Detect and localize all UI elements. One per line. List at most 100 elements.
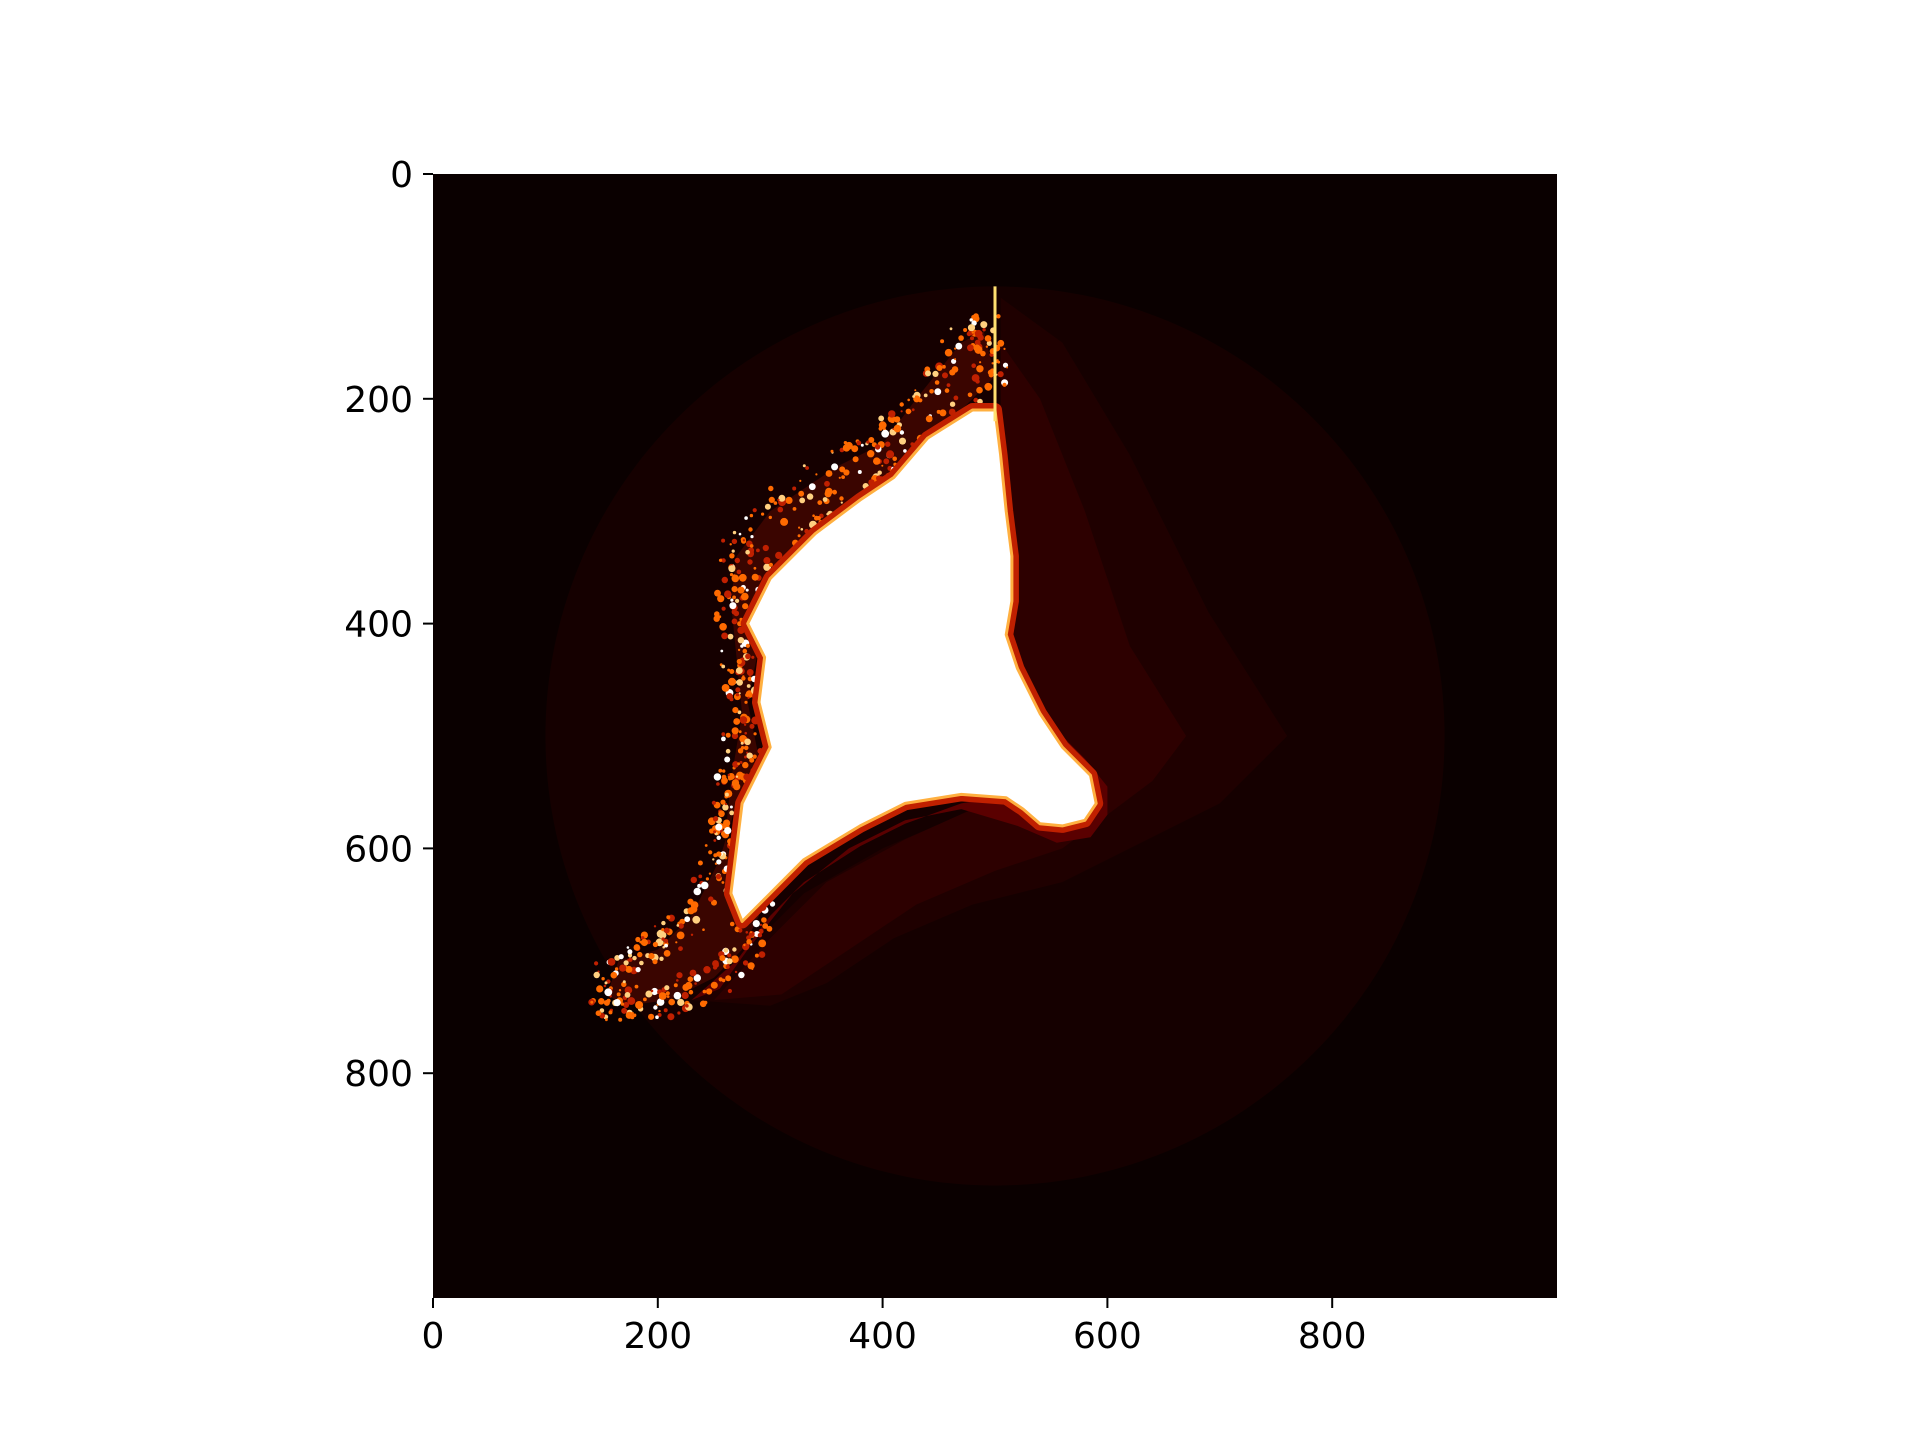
- heatmap-speckle: [744, 738, 751, 746]
- heatmap-speckle: [736, 771, 744, 780]
- heatmap-speckle: [944, 348, 953, 357]
- heatmap-speckle: [737, 710, 742, 715]
- heatmap-speckle: [731, 732, 739, 740]
- heatmap-speckle: [841, 475, 845, 479]
- heatmap-speckle: [622, 980, 626, 984]
- heatmap-speckle: [816, 516, 821, 521]
- heatmap-speckle: [714, 589, 721, 597]
- heatmap-speckle: [725, 732, 731, 738]
- heatmap-speckle: [653, 925, 657, 928]
- heatmap-speckle: [620, 1002, 625, 1006]
- heatmap-speckle: [673, 983, 678, 988]
- heatmap-speckle: [692, 915, 701, 924]
- heatmap-speckle: [635, 967, 641, 973]
- heatmap-speckle: [651, 987, 659, 996]
- heatmap-speckle: [661, 928, 665, 932]
- heatmap-speckle: [732, 530, 737, 535]
- heatmap-speckle: [777, 498, 780, 502]
- heatmap-speckle: [702, 928, 705, 931]
- heatmap-speckle: [792, 486, 797, 491]
- heatmap-speckle: [616, 992, 621, 997]
- heatmap-speckle: [623, 960, 629, 966]
- heatmap-speckle: [687, 976, 694, 982]
- heatmap-speckle: [737, 586, 745, 594]
- heatmap-speckle: [857, 470, 862, 474]
- heatmap-speckle: [946, 383, 951, 387]
- heatmap-speckle: [666, 915, 671, 920]
- heatmap-speckle: [1006, 366, 1009, 369]
- heatmap-speckle: [625, 1011, 633, 1019]
- heatmap-speckle: [727, 773, 730, 777]
- heatmap-speckle: [769, 901, 776, 907]
- heatmap-speckle: [603, 984, 607, 988]
- heatmap-speckle: [750, 535, 754, 539]
- heatmap-speckle: [878, 426, 883, 431]
- heatmap-speckle: [799, 497, 806, 504]
- heatmap-speckle: [716, 851, 722, 857]
- heatmap-speckle: [719, 955, 726, 962]
- heatmap-speckle: [768, 515, 772, 520]
- heatmap-speckle: [721, 538, 726, 543]
- heatmap-speckle: [601, 977, 605, 981]
- heatmap-speckle: [661, 937, 665, 941]
- heatmap-speckle: [708, 850, 713, 855]
- heatmap-speckle: [740, 741, 744, 745]
- heatmap-speckle: [778, 494, 786, 502]
- heatmap-speckle: [996, 314, 1001, 319]
- heatmap-mid-band: [691, 297, 1288, 1006]
- heatmap-speckle: [976, 365, 984, 373]
- heatmap-speckle: [635, 1001, 644, 1009]
- heatmap-speckle: [733, 610, 740, 617]
- heatmap-speckle: [892, 456, 897, 462]
- heatmap-speckle: [724, 590, 732, 598]
- heatmap-speckle: [666, 995, 670, 998]
- heatmap-speckle: [777, 506, 784, 513]
- heatmap-speckle: [856, 440, 862, 446]
- heatmap-speckle: [658, 992, 667, 1000]
- heatmap-speckle: [797, 534, 801, 538]
- heatmap-speckle: [736, 679, 743, 686]
- heatmap-speckle: [618, 989, 622, 992]
- heatmap-speckle: [976, 386, 983, 394]
- heatmap-speckle: [725, 748, 731, 754]
- heatmap-speckle: [763, 557, 771, 564]
- heatmap-speckle: [988, 372, 994, 378]
- heatmap-speckle: [700, 881, 709, 890]
- heatmap-speckle: [738, 730, 742, 734]
- plot-area: [433, 174, 1557, 1298]
- heatmap-speckle: [718, 977, 723, 982]
- heatmap-speckle: [749, 544, 754, 548]
- heatmap-speckle: [752, 508, 757, 513]
- heatmap-speckle: [738, 971, 745, 979]
- heatmap-speckle: [967, 344, 974, 352]
- heatmap-speckle: [685, 1004, 689, 1008]
- heatmap-speckle: [665, 991, 670, 996]
- heatmap-speckle: [873, 457, 881, 465]
- heatmap-speckle: [743, 745, 749, 751]
- heatmap-speckle: [734, 970, 738, 974]
- heatmap-speckle: [714, 611, 720, 617]
- heatmap-speckle: [893, 424, 902, 433]
- heatmap-speckle: [628, 957, 633, 962]
- heatmap-speckle: [742, 675, 745, 678]
- heatmap-speckle: [676, 972, 683, 979]
- heatmap-speckle: [733, 783, 741, 791]
- heatmap-speckle: [732, 595, 736, 600]
- heatmap-speckle: [744, 516, 748, 520]
- heatmap-speckle: [697, 860, 703, 866]
- heatmap-speckle: [712, 965, 718, 970]
- heatmap-speckle: [677, 998, 685, 1007]
- heatmap-speckle: [712, 858, 715, 861]
- heatmap-speckle: [740, 644, 744, 648]
- heatmap-speckle: [648, 953, 655, 960]
- y-tick-label: 800: [344, 1054, 413, 1095]
- heatmap-speckle: [899, 430, 905, 435]
- heatmap-speckle: [822, 497, 828, 502]
- heatmap-speckle: [944, 388, 950, 393]
- heatmap-speckle: [729, 669, 735, 674]
- heatmap-speckle: [749, 513, 754, 518]
- heatmap-speckle: [996, 359, 999, 362]
- heatmap-speckle: [720, 799, 726, 805]
- heatmap-speckle: [720, 649, 724, 653]
